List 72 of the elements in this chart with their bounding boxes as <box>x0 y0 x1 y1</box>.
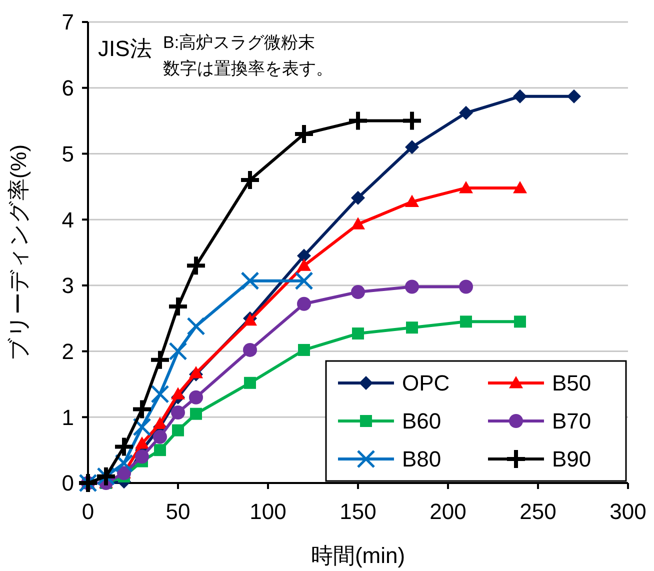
point <box>113 436 135 458</box>
point <box>185 254 207 277</box>
point <box>405 280 419 294</box>
legend-label: B90 <box>552 446 592 472</box>
point <box>189 390 203 404</box>
x-tick-label: 100 <box>250 499 286 524</box>
point <box>243 342 257 357</box>
legend-label: OPC <box>402 370 450 396</box>
point <box>150 384 170 404</box>
point <box>351 217 365 230</box>
point <box>135 436 149 449</box>
point <box>567 89 581 104</box>
x-tick-label: 0 <box>82 499 94 524</box>
point <box>513 180 527 194</box>
point <box>298 344 310 356</box>
point <box>153 416 167 429</box>
x-tick-label: 50 <box>166 499 190 524</box>
legend-label: B50 <box>552 370 592 396</box>
annotation: B:高炉スラグ微粉末 <box>163 33 316 52</box>
legend-label: B70 <box>552 408 592 434</box>
y-tick-label: 1 <box>62 404 74 430</box>
point <box>513 89 527 104</box>
annotation: 数字は置換率を表す。 <box>163 59 333 78</box>
point <box>459 180 473 194</box>
point <box>240 272 260 290</box>
x-tick-label: 150 <box>340 499 376 524</box>
point <box>131 398 153 420</box>
point <box>153 430 167 444</box>
point <box>135 450 149 464</box>
point <box>186 317 206 336</box>
point <box>297 296 311 311</box>
point <box>154 444 166 456</box>
point <box>406 322 418 334</box>
point <box>168 342 188 361</box>
x-tick-label: 250 <box>520 499 556 524</box>
point <box>149 348 171 371</box>
point <box>459 106 473 120</box>
legend-label: B60 <box>402 408 442 434</box>
y-tick-label: 3 <box>62 273 74 298</box>
y-tick-label: 0 <box>62 470 74 496</box>
point <box>114 454 134 472</box>
point <box>171 406 185 420</box>
x-tick-label: 200 <box>430 499 466 524</box>
y-tick-label: 4 <box>62 207 74 232</box>
y-tick-label: 6 <box>62 76 74 101</box>
point <box>294 272 314 290</box>
point <box>132 418 152 436</box>
point <box>297 248 311 263</box>
point <box>352 328 364 340</box>
point <box>351 285 365 300</box>
point <box>514 316 526 328</box>
point <box>172 424 184 436</box>
point <box>405 194 419 208</box>
point <box>189 366 203 378</box>
legend-label: B80 <box>402 446 442 472</box>
point <box>351 190 365 205</box>
point <box>401 110 423 132</box>
point <box>459 280 473 294</box>
annotation: JIS法 <box>98 36 152 61</box>
x-tick-label: 300 <box>610 499 646 524</box>
x-axis-title: 時間(min) <box>310 543 406 568</box>
point <box>347 110 369 132</box>
y-tick-label: 2 <box>62 338 74 364</box>
point <box>190 408 202 420</box>
point <box>460 316 472 328</box>
point <box>405 140 419 154</box>
point <box>171 387 185 400</box>
point <box>244 376 256 389</box>
y-tick-label: 5 <box>62 141 74 166</box>
y-axis-title: ブリーディング率(%) <box>6 144 31 361</box>
y-tick-label: 7 <box>62 10 74 35</box>
point <box>297 258 311 271</box>
